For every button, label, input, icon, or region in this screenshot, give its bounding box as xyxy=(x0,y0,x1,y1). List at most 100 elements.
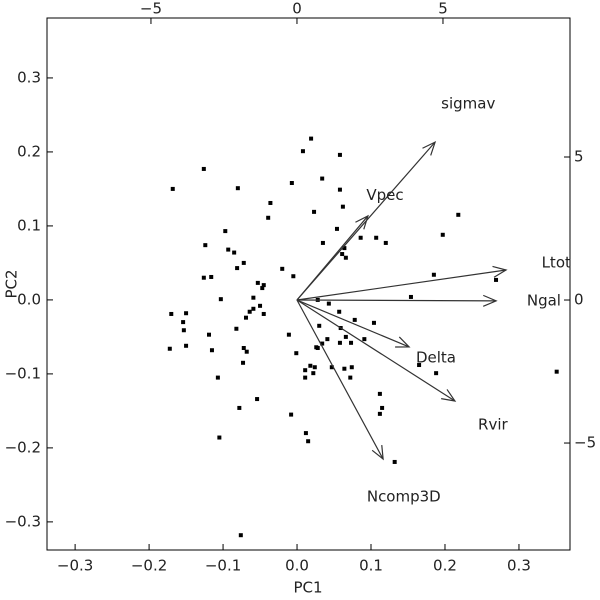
point xyxy=(309,136,314,141)
x2-tick-label: −5 xyxy=(140,0,162,18)
point xyxy=(244,349,249,354)
point xyxy=(241,360,246,365)
point xyxy=(268,200,273,205)
point xyxy=(374,235,379,240)
point xyxy=(392,459,397,464)
y-tick-label: −0.3 xyxy=(5,512,41,530)
point xyxy=(209,348,214,353)
y-axis-label: PC2 xyxy=(3,269,21,298)
point xyxy=(383,240,388,245)
arrow-label: Ngal xyxy=(527,292,561,310)
point xyxy=(235,186,240,191)
point xyxy=(289,412,294,417)
point xyxy=(343,255,348,260)
point xyxy=(247,309,252,314)
loading-arrow xyxy=(296,299,456,402)
point xyxy=(232,250,237,255)
x-tick-label: −0.3 xyxy=(57,557,93,575)
x-axis-label: PC1 xyxy=(293,579,322,597)
point xyxy=(311,371,316,376)
point xyxy=(260,286,265,291)
point xyxy=(255,397,260,402)
arrow-label: sigmav xyxy=(441,95,495,113)
point xyxy=(241,346,246,351)
point xyxy=(320,176,325,181)
y2-tick-label: 5 xyxy=(574,148,584,166)
x-tick-label: 0.2 xyxy=(433,557,457,575)
point xyxy=(343,334,348,339)
point xyxy=(371,320,376,325)
arrow-label: Ltot xyxy=(542,253,571,271)
point xyxy=(234,326,239,331)
arrow-label: Delta xyxy=(416,349,456,367)
point xyxy=(237,405,242,410)
point xyxy=(226,247,231,252)
point xyxy=(337,187,342,192)
point xyxy=(303,375,308,380)
point xyxy=(431,272,436,277)
point xyxy=(362,337,367,342)
point xyxy=(218,297,223,302)
x-tick-label: 0.3 xyxy=(507,557,531,575)
point xyxy=(342,246,347,251)
point xyxy=(320,240,325,245)
point xyxy=(306,439,311,444)
y-tick-label: −0.1 xyxy=(5,364,41,382)
point xyxy=(312,209,317,214)
point xyxy=(201,275,206,280)
arrow-label: Ncomp3D xyxy=(367,488,441,506)
point xyxy=(342,366,347,371)
y-tick-label: −0.2 xyxy=(5,438,41,456)
point xyxy=(340,204,345,209)
point xyxy=(334,226,339,231)
point xyxy=(320,341,325,346)
point xyxy=(337,309,342,314)
point xyxy=(255,280,260,285)
point xyxy=(181,328,186,333)
loading-arrow xyxy=(296,215,369,301)
point xyxy=(169,311,174,316)
point xyxy=(440,232,445,237)
x-tick-label: −0.1 xyxy=(205,557,241,575)
point xyxy=(494,277,499,282)
arrow-head xyxy=(395,336,411,348)
point xyxy=(377,391,382,396)
y-tick-label: 0.2 xyxy=(17,142,41,160)
point xyxy=(217,435,222,440)
point xyxy=(251,295,256,300)
point xyxy=(340,252,345,257)
point xyxy=(303,431,308,436)
arrow-head xyxy=(441,389,457,402)
point xyxy=(223,229,228,234)
point xyxy=(261,283,266,288)
x2-tick-label: 0 xyxy=(292,0,302,18)
x2-tick-label: 5 xyxy=(438,0,448,18)
point xyxy=(201,166,206,171)
point xyxy=(349,340,354,345)
point xyxy=(312,365,317,370)
point xyxy=(251,306,256,311)
y-tick-label: 0.1 xyxy=(17,216,41,234)
loading-arrow xyxy=(296,299,497,302)
point xyxy=(408,294,413,299)
point xyxy=(554,369,559,374)
point xyxy=(181,320,186,325)
point xyxy=(184,311,189,316)
point xyxy=(167,346,172,351)
point xyxy=(261,311,266,316)
point xyxy=(300,149,305,154)
arrow-head xyxy=(482,294,498,307)
point xyxy=(434,371,439,376)
arrow-head xyxy=(355,214,369,230)
point xyxy=(417,363,422,368)
y2-tick-label: 0 xyxy=(574,291,584,309)
y-tick-label: 0.0 xyxy=(17,290,41,308)
plot-frame xyxy=(46,17,571,551)
loading-arrow xyxy=(296,299,410,348)
point xyxy=(258,303,263,308)
arrow-head xyxy=(422,140,437,156)
point xyxy=(207,332,212,337)
y2-tick-label: −5 xyxy=(574,434,596,452)
point xyxy=(215,375,220,380)
